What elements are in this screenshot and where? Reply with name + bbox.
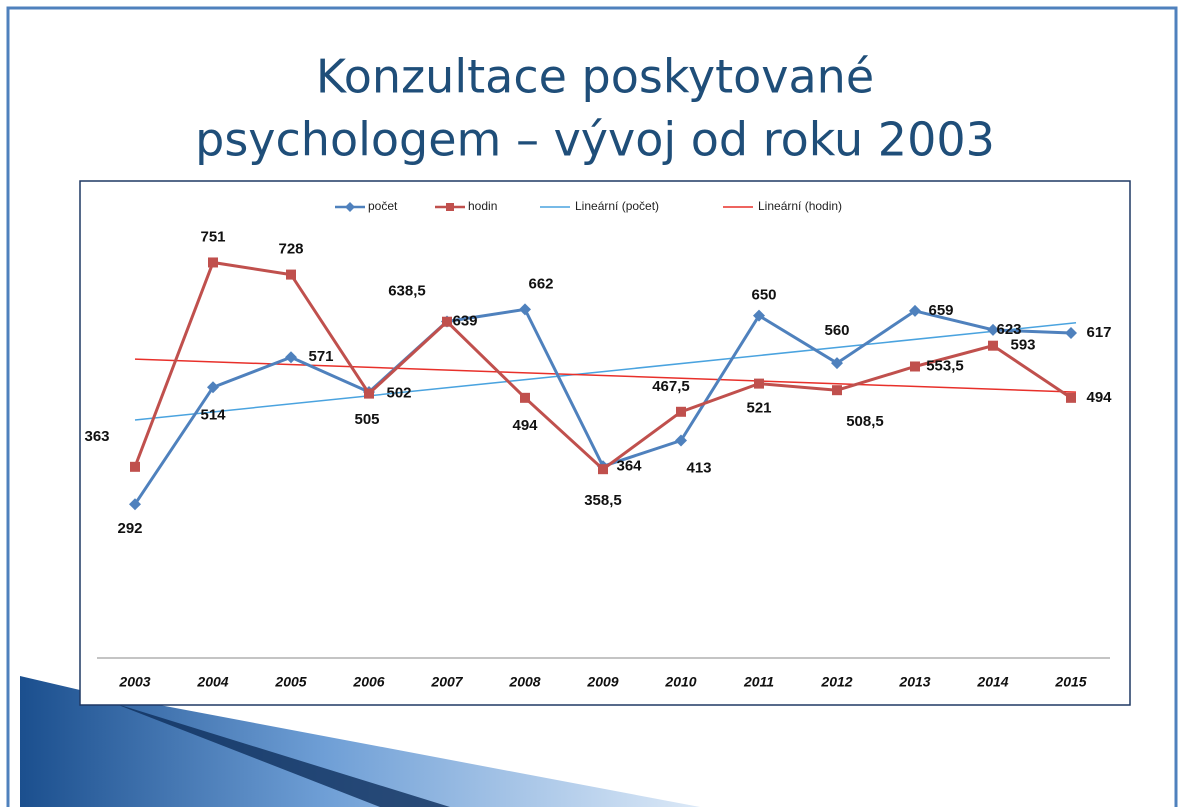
- data-label: 571: [308, 348, 333, 365]
- slide-frame: [6, 6, 1178, 807]
- data-label: 413: [686, 459, 711, 476]
- x-tick-label: 2004: [196, 674, 228, 690]
- marker: [208, 257, 218, 268]
- marker: [1065, 327, 1077, 340]
- data-label: 553,5: [926, 357, 964, 374]
- data-label: 751: [200, 228, 225, 245]
- data-label: 521: [746, 400, 771, 417]
- marker: [754, 378, 764, 389]
- data-label: 494: [512, 417, 538, 434]
- data-label: 358,5: [584, 492, 622, 509]
- legend-marker: [345, 202, 355, 212]
- data-label: 505: [354, 411, 379, 428]
- data-label: 638,5: [388, 283, 426, 300]
- legend-marker: [446, 203, 454, 211]
- x-tick-label: 2005: [274, 674, 306, 690]
- data-label: 617: [1086, 324, 1111, 341]
- marker: [130, 461, 140, 472]
- data-label: 364: [616, 457, 642, 474]
- legend-label: Lineární (počet): [575, 199, 659, 213]
- x-tick-label: 2015: [1054, 674, 1086, 690]
- data-label: 363: [84, 428, 109, 445]
- x-tick-label: 2008: [508, 674, 540, 690]
- subtitle: psychologem – vývoj od roku 2003: [195, 113, 995, 167]
- marker: [442, 316, 452, 327]
- marker: [520, 392, 530, 403]
- data-label: 502: [386, 385, 411, 402]
- data-label: 467,5: [652, 378, 690, 395]
- marker: [519, 303, 531, 316]
- x-tick-label: 2009: [586, 674, 618, 690]
- x-tick-label: 2006: [352, 674, 384, 690]
- chart-area: [79, 180, 1131, 706]
- x-tick-label: 2003: [118, 674, 150, 690]
- marker: [129, 498, 141, 511]
- legend-label: počet: [368, 199, 398, 213]
- data-label: 514: [200, 406, 226, 423]
- marker: [286, 269, 296, 280]
- trendline: [134, 358, 1077, 393]
- trendline: [134, 321, 1077, 421]
- marker: [987, 323, 999, 336]
- x-tick-label: 2014: [976, 674, 1008, 690]
- data-label: 623: [996, 321, 1021, 338]
- data-label: 560: [824, 322, 849, 339]
- marker: [675, 434, 687, 447]
- marker: [831, 357, 843, 370]
- x-tick-label: 2012: [820, 674, 852, 690]
- marker: [1066, 392, 1076, 403]
- data-label: 659: [928, 302, 953, 319]
- marker: [988, 340, 998, 351]
- data-label: 508,5: [846, 413, 884, 430]
- title: Konzultace poskytované: [316, 50, 874, 104]
- marker: [207, 381, 219, 394]
- data-label: 639: [452, 312, 477, 329]
- marker: [676, 406, 686, 417]
- data-label: 650: [751, 287, 776, 304]
- swoosh: [20, 676, 700, 807]
- x-tick-label: 2013: [898, 674, 930, 690]
- x-tick-label: 2010: [664, 674, 696, 690]
- data-label: 494: [1086, 389, 1112, 406]
- x-tick-label: 2007: [430, 674, 463, 690]
- x-tick-label: 2011: [743, 674, 774, 690]
- marker: [910, 361, 920, 372]
- marker: [909, 304, 921, 317]
- marker: [364, 388, 374, 399]
- data-label: 662: [528, 275, 553, 292]
- data-label: 728: [278, 241, 303, 258]
- legend-label: Lineární (hodin): [758, 199, 842, 213]
- data-label: 292: [117, 520, 142, 537]
- data-label: 593: [1010, 337, 1035, 354]
- marker: [753, 309, 765, 322]
- legend-label: hodin: [468, 199, 497, 213]
- marker: [285, 351, 297, 364]
- marker: [832, 385, 842, 396]
- marker: [598, 464, 608, 475]
